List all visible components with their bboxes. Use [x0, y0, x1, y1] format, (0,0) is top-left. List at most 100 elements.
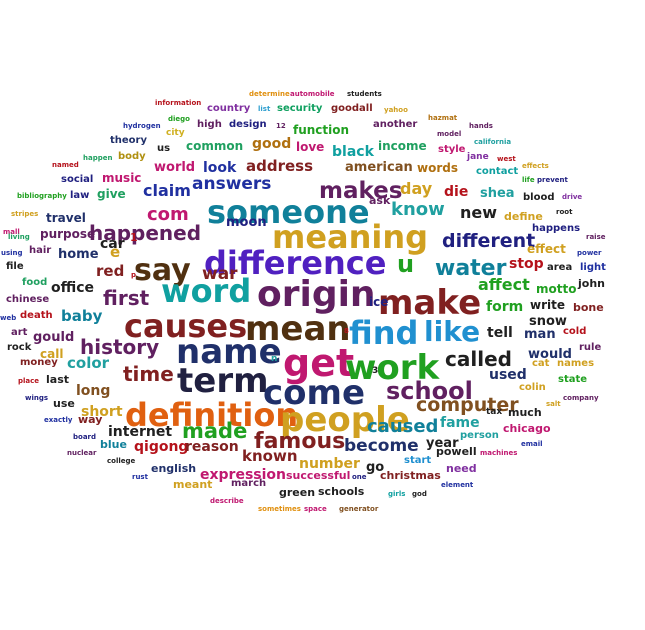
cloud-word-area: area	[547, 262, 572, 273]
cloud-word-diego: diego	[168, 115, 190, 123]
cloud-word-income: income	[378, 139, 427, 153]
cloud-word-fame: fame	[440, 415, 480, 431]
cloud-word-element: element	[441, 481, 474, 489]
cloud-word-city: city	[166, 128, 185, 138]
cloud-word-food: food	[22, 277, 47, 288]
cloud-word-answers: answers	[192, 174, 271, 194]
cloud-word-nuclear: nuclear	[67, 449, 97, 457]
cloud-word-call: call	[40, 347, 63, 361]
cloud-word-another: another	[373, 119, 417, 130]
cloud-word-us: us	[157, 143, 170, 154]
cloud-word-raise: raise	[586, 233, 606, 241]
cloud-word-meant: meant	[173, 478, 212, 491]
cloud-word-office: office	[51, 280, 94, 296]
cloud-word-famous: famous	[254, 429, 345, 454]
cloud-word-p: p	[131, 271, 136, 279]
cloud-word-like: like	[424, 315, 480, 348]
cloud-word-effect: effect	[527, 242, 566, 256]
cloud-word-sometimes: sometimes	[258, 505, 301, 513]
cloud-word-drive: drive	[562, 193, 582, 201]
cloud-word-internet: internet	[108, 424, 172, 440]
cloud-word-money: money	[20, 357, 58, 368]
cloud-word-come: come	[263, 373, 365, 413]
cloud-word-english: english	[151, 462, 196, 475]
cloud-word-mean: mean	[245, 309, 351, 349]
cloud-word-define: define	[504, 210, 543, 223]
cloud-word-rust: rust	[132, 473, 149, 481]
cloud-word-8: 8	[344, 327, 349, 335]
cloud-word-blue: blue	[100, 438, 127, 451]
cloud-word-man: man	[524, 327, 556, 342]
cloud-word-time: time	[123, 362, 174, 386]
cloud-word-makes: makes	[319, 178, 402, 204]
cloud-word-mall: mall	[3, 228, 20, 236]
cloud-word-water: water	[435, 256, 507, 281]
cloud-word-first: first	[103, 286, 150, 310]
cloud-word-one: one	[352, 473, 367, 481]
cloud-word-jane: jane	[466, 152, 489, 162]
cloud-word-state: state	[558, 374, 587, 385]
cloud-word-qigong: qigong	[134, 439, 188, 455]
cloud-word-way: way	[78, 413, 102, 426]
cloud-word-causes: causes	[124, 307, 247, 345]
cloud-word-west: west	[497, 155, 516, 163]
cloud-word-expression: expression	[200, 467, 286, 483]
cloud-word-new: new	[460, 203, 497, 222]
cloud-word-good: good	[252, 136, 291, 152]
cloud-word-red: red	[96, 262, 124, 280]
cloud-word-word: word	[161, 272, 251, 310]
cloud-word-girls: girls	[388, 490, 405, 498]
cloud-word-named: named	[52, 161, 79, 169]
cloud-word-power: power	[577, 249, 602, 257]
cloud-word-tax: tax	[486, 407, 502, 417]
cloud-word-social: social	[61, 174, 93, 185]
cloud-word-n: n	[271, 354, 277, 364]
cloud-word-color: color	[67, 354, 110, 372]
cloud-word-gould: gould	[33, 330, 74, 345]
cloud-word-motto: motto	[536, 282, 576, 296]
cloud-word-function: function	[293, 123, 349, 137]
cloud-word-person: person	[460, 430, 499, 441]
cloud-word-term: term	[177, 361, 269, 401]
cloud-word-god: god	[412, 490, 427, 498]
cloud-word-living: living	[8, 233, 30, 241]
cloud-word-write: write	[530, 298, 565, 312]
cloud-word-hydrogen: hydrogen	[123, 122, 161, 130]
cloud-word-long: long	[76, 383, 110, 399]
cloud-word-company: company	[563, 394, 599, 402]
cloud-word-war: war	[202, 264, 238, 284]
cloud-word-using: using	[1, 249, 23, 257]
cloud-word-reason: reason	[185, 439, 239, 455]
cloud-word-root: root	[556, 208, 573, 216]
cloud-word-love: love	[296, 140, 324, 154]
cloud-word-country: country	[207, 103, 251, 114]
cloud-word-made: made	[182, 419, 247, 443]
cloud-word-space: space	[304, 505, 327, 513]
cloud-word-email: email	[521, 440, 543, 448]
cloud-word-purpose: purpose	[40, 227, 95, 241]
cloud-word-stop: stop	[509, 256, 544, 272]
cloud-word-caused: caused	[367, 416, 438, 437]
cloud-word-start: start	[404, 455, 431, 466]
cloud-word-christmas: christmas	[380, 469, 441, 482]
cloud-word-automobile: automobile	[290, 90, 335, 98]
cloud-word-successful: successful	[286, 469, 350, 482]
cloud-word-blood: blood	[523, 192, 554, 203]
cloud-word-look: look	[203, 160, 237, 176]
cloud-word-john: john	[577, 277, 605, 290]
cloud-word-would: would	[528, 347, 572, 362]
cloud-word-machines: machines	[480, 449, 517, 457]
cloud-word-last: last	[46, 373, 69, 386]
cloud-word-generator: generator	[339, 505, 379, 513]
cloud-word-rock: rock	[7, 342, 32, 353]
cloud-word-high: high	[197, 119, 222, 130]
cloud-word-snow: snow	[529, 314, 567, 329]
cloud-word-affect: affect	[478, 275, 530, 294]
cloud-word-work: work	[345, 348, 441, 388]
cloud-word-bibliography: bibliography	[17, 192, 67, 200]
cloud-word-shea: shea	[480, 186, 515, 201]
cloud-word-words: words	[417, 161, 458, 175]
cloud-word-origin: origin	[257, 274, 376, 315]
cloud-word-ice: ice	[369, 295, 388, 309]
